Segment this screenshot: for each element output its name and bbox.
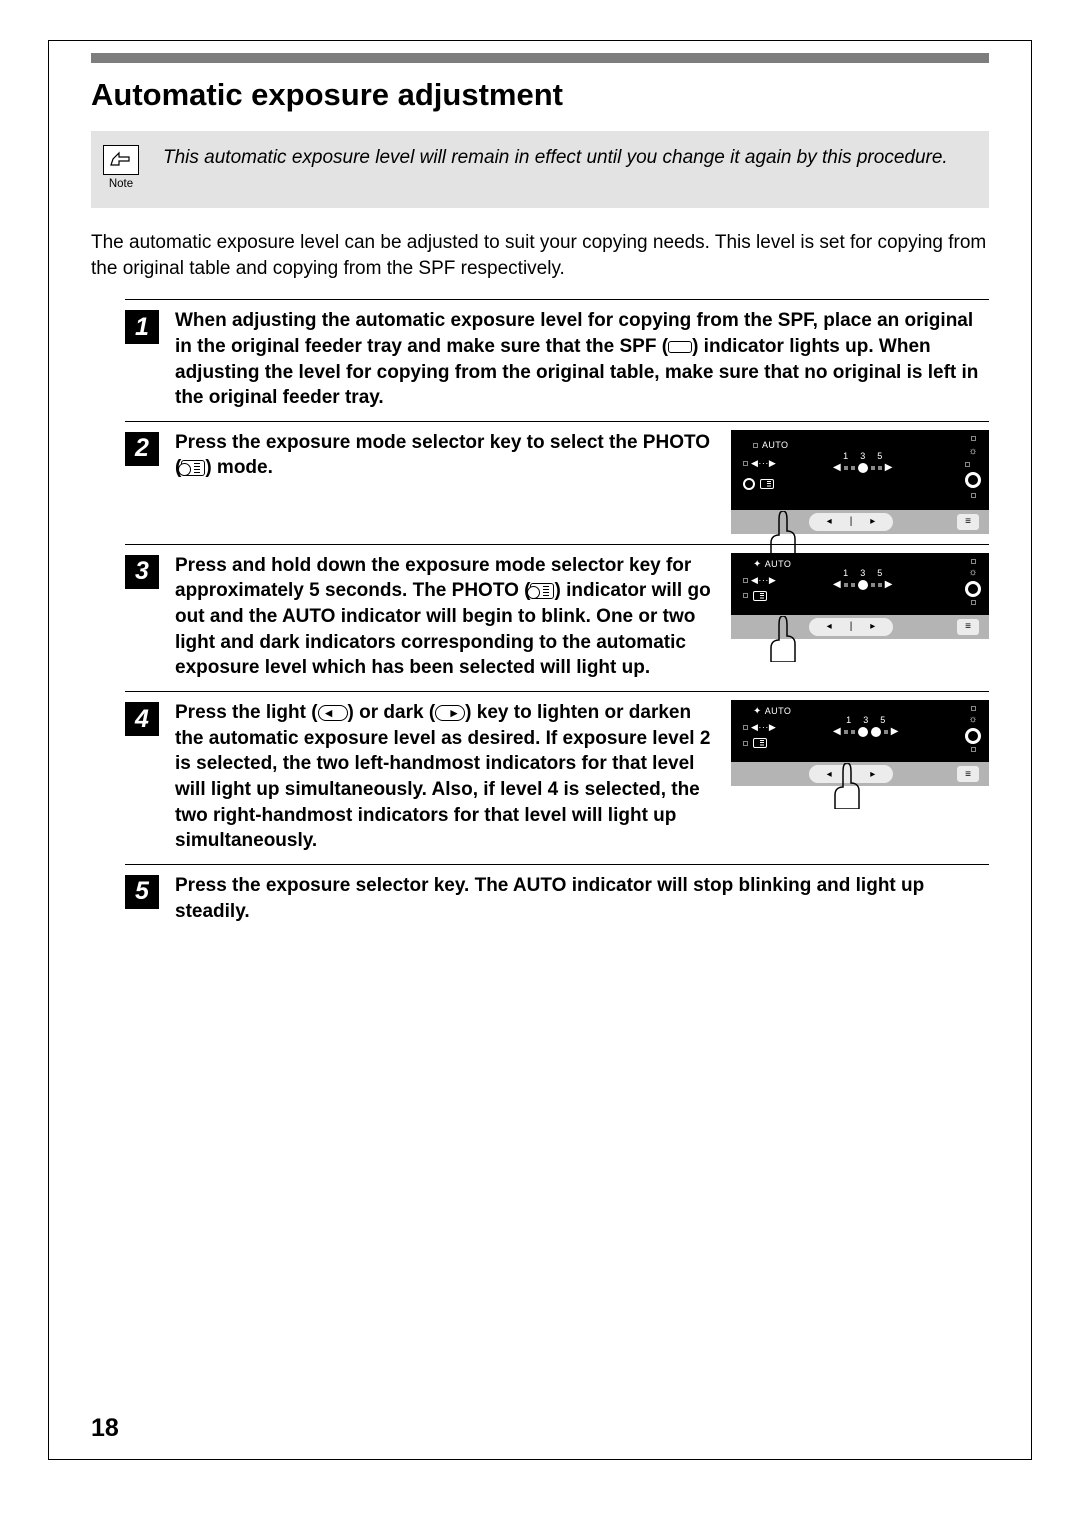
- step-4: 4 Press the light () or dark () key to l…: [125, 691, 989, 864]
- spf-icon: [668, 341, 692, 353]
- page-number: 18: [91, 1414, 119, 1443]
- dark-key-icon: [435, 705, 465, 721]
- note-icon: Note: [103, 145, 139, 190]
- light-key-icon: [318, 705, 348, 721]
- manual-page: Automatic exposure adjustment Note This …: [48, 40, 1032, 1460]
- step-5: 5 Press the exposure selector key. The A…: [125, 864, 989, 934]
- note-text: This automatic exposure level will remai…: [163, 145, 948, 172]
- step-figure: ✦AUTO ◀···▶ 135 ◀▶ ☼: [731, 553, 989, 681]
- step-number: 4: [125, 702, 159, 736]
- menu-icon: ≡: [957, 766, 979, 782]
- step-text: Press the exposure mode selector key to …: [175, 430, 717, 534]
- menu-icon: ≡: [957, 619, 979, 635]
- finger-icon: [765, 616, 801, 667]
- step-text: Press the light () or dark () key to lig…: [175, 700, 717, 854]
- finger-icon: [829, 763, 865, 814]
- step-number: 3: [125, 555, 159, 589]
- step-1: 1 When adjusting the automatic exposure …: [125, 299, 989, 421]
- step-figure: ✦AUTO ◀···▶ 135 ◀▶ ☼: [731, 700, 989, 854]
- menu-icon: ≡: [957, 514, 979, 530]
- note-box: Note This automatic exposure level will …: [91, 131, 989, 208]
- step-text: When adjusting the automatic exposure le…: [175, 308, 989, 411]
- light-dark-keys: ◂|▸: [809, 618, 893, 636]
- step-text: Press the exposure selector key. The AUT…: [175, 873, 989, 924]
- light-dark-keys: ◂|▸: [809, 513, 893, 531]
- step-3: 3 Press and hold down the exposure mode …: [125, 544, 989, 691]
- step-number: 1: [125, 310, 159, 344]
- step-number: 5: [125, 875, 159, 909]
- photo-mode-icon: [530, 583, 554, 599]
- intro-text: The automatic exposure level can be adju…: [91, 230, 989, 281]
- step-figure: AUTO ◀···▶ 135 ◀▶ ☼: [731, 430, 989, 534]
- note-label: Note: [109, 178, 133, 190]
- top-greystripe: [91, 53, 989, 63]
- photo-mode-icon: [181, 460, 205, 476]
- step-2: 2 Press the exposure mode selector key t…: [125, 421, 989, 544]
- step-number: 2: [125, 432, 159, 466]
- step-text: Press and hold down the exposure mode se…: [175, 553, 717, 681]
- steps-list: 1 When adjusting the automatic exposure …: [125, 299, 989, 934]
- page-title: Automatic exposure adjustment: [91, 77, 989, 113]
- hand-icon: [103, 145, 139, 175]
